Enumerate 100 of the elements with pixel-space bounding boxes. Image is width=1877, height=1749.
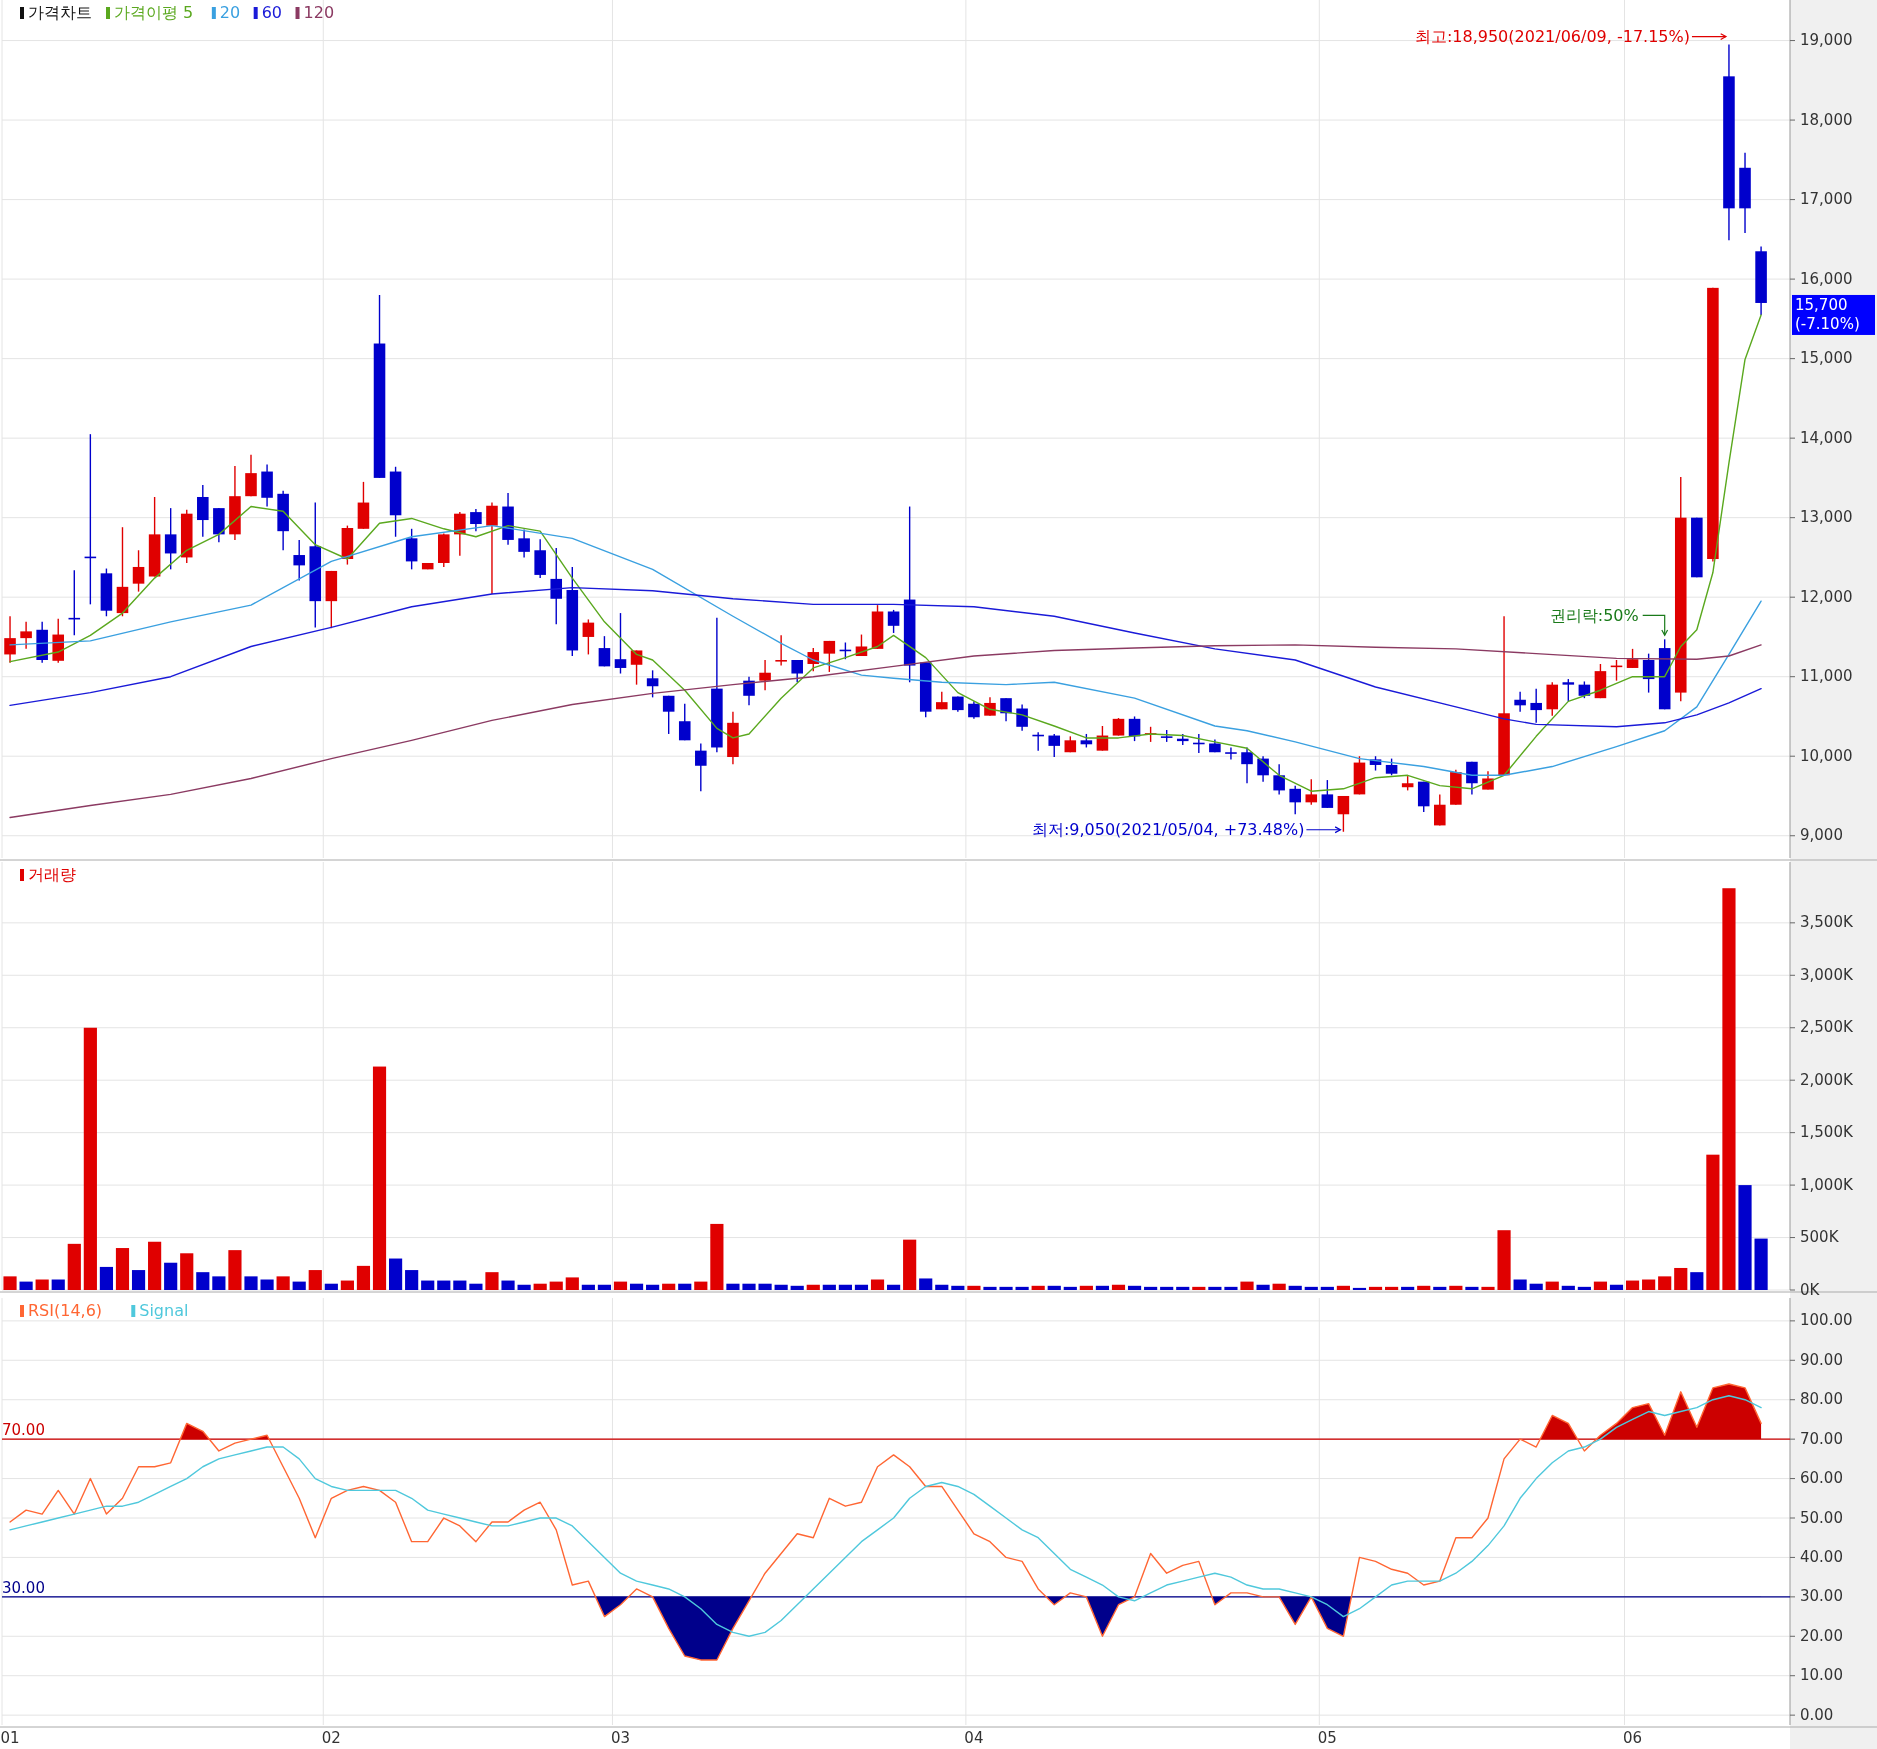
bar <box>758 1283 772 1290</box>
bar <box>340 1280 354 1290</box>
bar <box>3 1276 17 1290</box>
candlestick <box>132 549 145 593</box>
bar <box>919 1278 933 1290</box>
bar <box>1320 1286 1334 1290</box>
legend-label: 20 <box>219 3 241 22</box>
y-tick-label: 14,000 <box>1800 428 1853 447</box>
y-tick-label: 500K <box>1800 1228 1840 1247</box>
bar <box>662 1283 676 1290</box>
bar <box>1385 1286 1399 1290</box>
bar <box>260 1279 274 1290</box>
bar <box>1609 1284 1624 1290</box>
bar <box>212 1276 226 1290</box>
bar <box>356 1265 371 1290</box>
bar <box>35 1279 49 1290</box>
bar <box>1465 1286 1479 1290</box>
candlestick <box>1305 778 1318 806</box>
bar <box>1513 1279 1527 1290</box>
bar <box>83 1027 97 1290</box>
bar <box>1368 1286 1383 1290</box>
y-tick-label: 1,000K <box>1800 1175 1854 1194</box>
bar <box>228 1250 242 1290</box>
y-tick-label: 0.00 <box>1800 1705 1834 1724</box>
bar <box>1706 1154 1720 1290</box>
candlestick <box>823 640 836 673</box>
bar <box>405 1270 419 1290</box>
bar <box>581 1284 595 1290</box>
ref-line-label: 30.00 <box>2 1578 45 1597</box>
bar <box>565 1277 579 1290</box>
y-tick-label: 9,000 <box>1800 826 1843 845</box>
bar <box>790 1285 804 1290</box>
candlestick <box>1273 763 1285 796</box>
y-tick-label: 17,000 <box>1800 190 1853 209</box>
bar <box>1738 1185 1752 1290</box>
candlestick <box>759 659 771 691</box>
candlestick <box>550 547 563 625</box>
bar <box>533 1283 547 1290</box>
bar <box>196 1272 210 1290</box>
legend-label: 가격이평 5 <box>114 3 194 22</box>
bar <box>951 1285 965 1290</box>
legend-label: RSI(14,6) <box>28 1301 103 1320</box>
bar <box>1127 1285 1142 1290</box>
bar <box>1577 1286 1591 1290</box>
bar <box>710 1223 724 1290</box>
bar <box>1192 1286 1206 1290</box>
y-tick-label: 60.00 <box>1800 1469 1843 1488</box>
y-tick-label: 19,000 <box>1800 31 1853 50</box>
bar <box>1561 1285 1575 1290</box>
bar <box>1160 1286 1174 1290</box>
annotation: 최고:18,950(2021/06/09, -17.15%) <box>1414 26 1690 46</box>
legend-title: 가격차트 <box>28 3 92 22</box>
bar <box>244 1276 258 1290</box>
candlestick <box>614 612 627 675</box>
annotation: 권리락:50% <box>1549 606 1639 626</box>
bar <box>887 1284 901 1290</box>
candlestick <box>662 695 675 735</box>
bar <box>51 1279 65 1290</box>
y-tick-label: 13,000 <box>1800 508 1853 527</box>
candlestick <box>598 635 611 668</box>
y-tick-label: 18,000 <box>1800 110 1853 129</box>
bar <box>1690 1272 1704 1290</box>
bar <box>1240 1281 1254 1290</box>
bar <box>678 1283 692 1290</box>
bar <box>742 1283 756 1290</box>
bar <box>1095 1285 1110 1290</box>
bar <box>1047 1285 1061 1290</box>
bar <box>276 1276 290 1290</box>
bar <box>549 1281 563 1290</box>
bar <box>806 1284 820 1290</box>
y-tick-label: 50.00 <box>1800 1508 1843 1527</box>
bar <box>629 1283 644 1290</box>
x-tick-label: 01 <box>0 1729 20 1747</box>
x-tick-label: 02 <box>321 1729 341 1747</box>
candlestick <box>1562 678 1575 703</box>
y-tick-label: 2,000K <box>1800 1070 1854 1089</box>
y-tick-label: 2,500K <box>1800 1018 1854 1037</box>
bar <box>1433 1286 1447 1290</box>
ref-line-label: 70.00 <box>2 1421 45 1440</box>
candlestick <box>1466 761 1478 796</box>
bar <box>1497 1230 1511 1290</box>
y-tick-label: 3,500K <box>1800 913 1854 932</box>
bar <box>1288 1285 1302 1290</box>
bar <box>1481 1286 1495 1290</box>
candlestick <box>984 696 996 717</box>
candlestick <box>1434 793 1446 827</box>
bar <box>1111 1284 1126 1290</box>
line-series <box>9 314 1762 792</box>
bar <box>646 1284 660 1290</box>
text: 15,700 (-7.10%) <box>1795 295 1860 333</box>
line-series <box>9 644 1762 819</box>
bar <box>613 1281 628 1290</box>
bar <box>148 1241 162 1290</box>
bar <box>99 1266 114 1290</box>
bar <box>999 1286 1013 1290</box>
y-tick-label: 15,000 <box>1800 349 1853 368</box>
bar <box>870 1279 885 1290</box>
bar <box>1625 1280 1640 1290</box>
candlestick <box>775 634 787 667</box>
candlestick <box>1225 746 1237 761</box>
